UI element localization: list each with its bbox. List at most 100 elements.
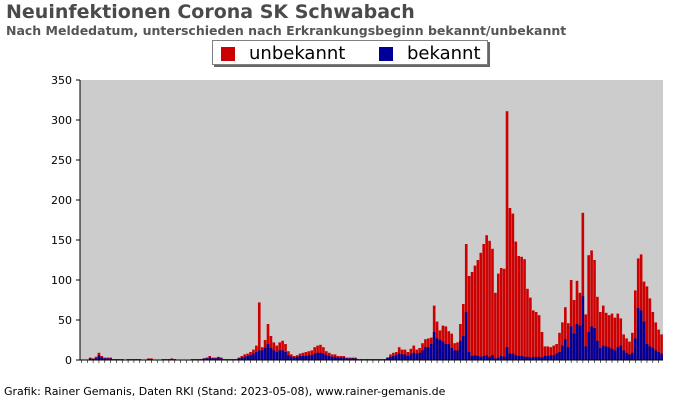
bar-bekannt (485, 355, 488, 360)
bar-bekannt (345, 358, 349, 360)
bar-bekannt (540, 357, 544, 360)
bar-bekannt (243, 356, 247, 360)
bar-unbekannt (587, 255, 590, 360)
bar-bekannt (310, 355, 314, 360)
bar-unbekannt (555, 344, 558, 360)
bar-bekannt (432, 332, 436, 360)
bar-bekannt (336, 357, 340, 360)
bar-bekannt (593, 328, 596, 360)
bar-unbekannt (491, 248, 494, 360)
bar-bekannt (327, 356, 331, 360)
bar-unbekannt (654, 322, 658, 360)
bar-bekannt (543, 356, 547, 360)
bar-unbekannt (622, 334, 625, 360)
bar-unbekannt (604, 312, 608, 360)
bar-bekannt (636, 308, 640, 360)
legend-item-unbekannt: unbekannt (221, 43, 345, 64)
bar-bekannt (456, 350, 459, 360)
bar-bekannt (601, 345, 605, 360)
bar-bekannt (645, 344, 649, 360)
bar-bekannt (561, 345, 564, 360)
bar-unbekannt (601, 305, 605, 360)
bar-bekannt (453, 350, 456, 360)
plot-area (80, 80, 663, 360)
bar-bekannt (316, 352, 319, 360)
bar-unbekannt (584, 314, 588, 360)
bar-bekannt (572, 333, 576, 360)
bar-unbekannt (523, 259, 526, 360)
bar-bekannt (660, 353, 663, 360)
bar-bekannt (342, 357, 346, 360)
bar-bekannt (94, 358, 98, 360)
bar-unbekannt (564, 307, 567, 360)
bar-bekannt (307, 355, 311, 360)
bar-bekannt (604, 346, 608, 360)
bar-bekannt (205, 358, 209, 360)
bar-bekannt (438, 340, 442, 360)
bar-bekannt (607, 347, 611, 360)
bar-bekannt (534, 356, 538, 360)
bar-bekannt (427, 347, 430, 360)
bar-bekannt (421, 350, 424, 360)
bar-unbekannt (590, 250, 593, 360)
bar-bekannt (529, 357, 532, 360)
legend-swatch-unbekannt (221, 46, 235, 61)
bar-bekannt (217, 357, 220, 360)
legend-swatch-bekannt (379, 46, 393, 61)
bar-bekannt (257, 350, 261, 360)
bar-bekannt (648, 346, 652, 360)
bar-bekannt (106, 358, 110, 360)
y-tick-label: 150 (51, 234, 72, 247)
y-tick-label: 0 (65, 354, 72, 367)
bar-bekannt (564, 339, 567, 360)
bar-unbekannt (642, 281, 646, 360)
bar-bekannt (394, 355, 398, 360)
bar-bekannt (444, 344, 448, 360)
bar-bekannt (467, 352, 471, 360)
bar-bekannt (633, 338, 637, 360)
bar-bekannt (249, 355, 252, 360)
bar-unbekannt (561, 322, 564, 360)
bar-bekannt (642, 321, 646, 360)
y-tick-label: 300 (51, 114, 72, 127)
bar-bekannt (494, 358, 497, 360)
bar-bekannt (97, 355, 101, 360)
bar-bekannt (333, 356, 337, 360)
bar-unbekannt (628, 341, 631, 360)
bar-bekannt (584, 346, 588, 360)
bar-unbekannt (645, 286, 649, 360)
bar-bekannt (269, 348, 273, 360)
bar-bekannt (287, 355, 290, 360)
bar-bekannt (631, 352, 634, 360)
bar-bekannt (389, 356, 392, 360)
bar-unbekannt (607, 315, 611, 360)
bar-bekannt (202, 358, 206, 360)
bar-bekannt (569, 326, 573, 360)
bar-unbekannt (610, 313, 614, 360)
bar-unbekannt (517, 256, 521, 360)
bar-unbekannt (569, 280, 573, 360)
y-tick-label: 50 (58, 314, 72, 327)
y-tick-label: 350 (51, 74, 72, 87)
bar-bekannt (240, 357, 244, 360)
bar-bekannt (546, 356, 550, 360)
bar-bekannt (415, 353, 418, 360)
bar-bekannt (429, 344, 433, 360)
bar-bekannt (260, 350, 264, 360)
bar-unbekannt (572, 300, 576, 360)
bar-bekannt (298, 356, 302, 360)
bar-bekannt (406, 356, 410, 360)
bar-unbekannt (625, 338, 628, 360)
bar-bekannt (639, 310, 643, 360)
bar-bekannt (523, 356, 526, 360)
bar-unbekannt (531, 310, 535, 360)
bar-bekannt (322, 353, 325, 360)
bar-unbekannt (581, 212, 585, 360)
bar-bekannt (511, 353, 515, 360)
bar-bekannt (278, 350, 281, 360)
bar-bekannt (100, 357, 104, 360)
bar-bekannt (290, 356, 293, 360)
bar-unbekannt (575, 280, 579, 360)
bar-unbekannt (470, 272, 474, 360)
bar-unbekannt (558, 332, 561, 360)
